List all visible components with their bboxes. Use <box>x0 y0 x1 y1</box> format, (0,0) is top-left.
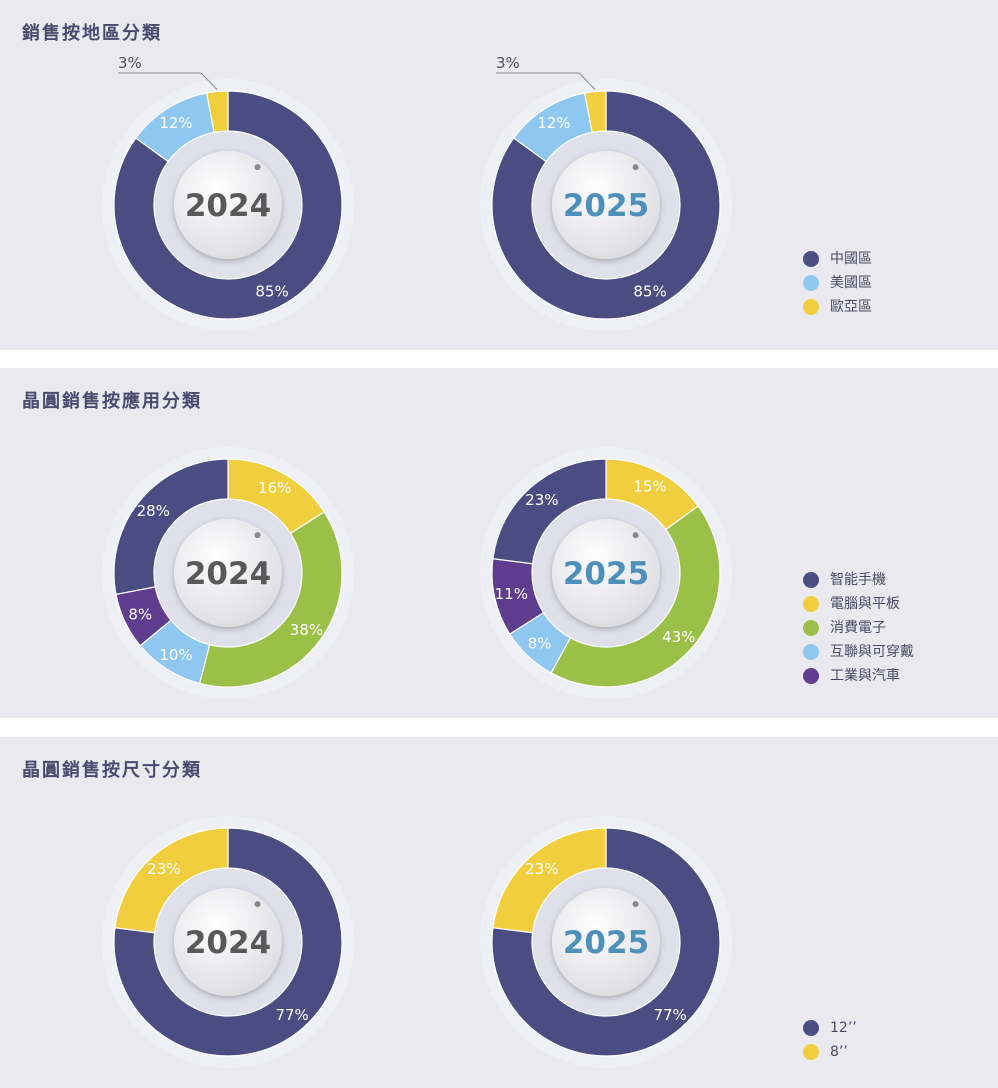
donut-slice <box>550 505 721 688</box>
slice-label: 12% <box>159 114 192 132</box>
donut-chart: 77% 23% 2025 <box>480 816 732 1068</box>
donut-slice <box>113 827 343 1057</box>
donut-hub <box>174 888 282 996</box>
hub-dot <box>632 164 639 171</box>
hub-dot <box>254 901 261 908</box>
section-title: 晶圓銷售按應用分類 <box>22 391 202 412</box>
slice-label: 8% <box>128 605 152 623</box>
donut-hub <box>552 151 660 259</box>
application-charts: 16% 38% 10% 8% 28% 2024 15% 43% 8% 11% 23% 2025 <box>102 447 732 699</box>
donut-hub <box>552 519 660 627</box>
slice-label: 8% <box>528 635 552 653</box>
donut-chart: 16% 38% 10% 8% 28% 2024 <box>102 447 354 699</box>
donut-chart: 77% 23% 2024 <box>102 816 354 1068</box>
hub-dot <box>254 532 261 539</box>
legend-swatch <box>803 620 819 636</box>
size-panel: 晶圓銷售按尺寸分類 77% 23% 2024 77% 23% 2025 12’’ 8’’ <box>0 737 998 1088</box>
section-title: 銷售按地區分類 <box>22 23 162 44</box>
donut-slice <box>492 827 607 934</box>
slice-label: 77% <box>275 1006 308 1024</box>
legend-label: 美國區 <box>830 275 872 291</box>
legend-swatch <box>803 596 819 612</box>
size-charts: 77% 23% 2024 77% 23% 2025 <box>102 816 732 1068</box>
donut-slice <box>583 90 607 134</box>
legend-swatch <box>803 251 819 267</box>
slice-label: 85% <box>255 282 288 300</box>
donut-hub <box>174 151 282 259</box>
hub-dot <box>254 164 261 171</box>
donut-slice <box>114 827 229 934</box>
donut-chart: 85% 12% 3% 2025 <box>480 54 732 331</box>
legend-label: 電腦與平板 <box>830 596 900 612</box>
hub-dot <box>632 901 639 908</box>
donut-slice <box>205 90 229 134</box>
donut-slice <box>113 90 343 320</box>
year-label: 2025 <box>563 188 649 224</box>
legend-label: 12’’ <box>830 1020 857 1036</box>
donut-chart: 85% 12% 3% 2024 <box>102 54 354 331</box>
legend-swatch <box>803 1044 819 1060</box>
legend-label: 中國區 <box>830 251 872 267</box>
slice-label: 3% <box>118 54 142 72</box>
callout-line <box>118 72 218 90</box>
year-label: 2025 <box>563 556 649 592</box>
year-label: 2025 <box>563 925 649 961</box>
region-panel: 銷售按地區分類 85% 12% 3% 2024 85% 12% 3% 2025 中國區美國區歐… <box>0 0 998 350</box>
donut-hub <box>552 888 660 996</box>
slice-label: 23% <box>525 860 558 878</box>
slice-label: 43% <box>662 628 695 646</box>
legend-swatch <box>803 1020 819 1036</box>
legend-label: 智能手機 <box>830 572 886 588</box>
donut-slice <box>113 458 229 596</box>
slice-label: 3% <box>496 54 520 72</box>
donut-slice <box>492 458 607 565</box>
section-title: 晶圓銷售按尺寸分類 <box>22 760 202 781</box>
donut-hub <box>174 519 282 627</box>
slice-label: 11% <box>495 585 528 603</box>
application-panel: 晶圓銷售按應用分類 16% 38% 10% 8% 28% 2024 15% 43% 8% 11% 2… <box>0 368 998 718</box>
legend-label: 8’’ <box>830 1044 848 1060</box>
slice-label: 77% <box>653 1006 686 1024</box>
legend-swatch <box>803 644 819 660</box>
legend-swatch <box>803 572 819 588</box>
donut-slice <box>198 511 343 688</box>
region-charts: 85% 12% 3% 2024 85% 12% 3% 2025 <box>102 54 732 331</box>
legend-label: 互聯與可穿戴 <box>830 644 914 660</box>
slice-label: 23% <box>147 860 180 878</box>
slice-label: 16% <box>258 479 291 497</box>
slice-label: 28% <box>137 502 170 520</box>
slice-label: 10% <box>159 646 192 664</box>
hub-dot <box>632 532 639 539</box>
slice-label: 12% <box>537 114 570 132</box>
callout-line <box>496 72 596 90</box>
legend-label: 歐亞區 <box>830 299 872 315</box>
year-label: 2024 <box>185 556 271 592</box>
slice-label: 38% <box>290 621 323 639</box>
slice-label: 23% <box>525 491 558 509</box>
legend-swatch <box>803 668 819 684</box>
legend-swatch <box>803 299 819 315</box>
year-label: 2024 <box>185 188 271 224</box>
donut-slice <box>491 827 721 1057</box>
donut-chart: 15% 43% 8% 11% 23% 2025 <box>480 447 732 699</box>
year-label: 2024 <box>185 925 271 961</box>
legend-swatch <box>803 275 819 291</box>
legend-label: 消費電子 <box>830 620 886 636</box>
legend-label: 工業與汽車 <box>830 668 900 684</box>
slice-label: 15% <box>633 478 666 496</box>
slice-label: 85% <box>633 282 666 300</box>
donut-slice <box>491 90 721 320</box>
